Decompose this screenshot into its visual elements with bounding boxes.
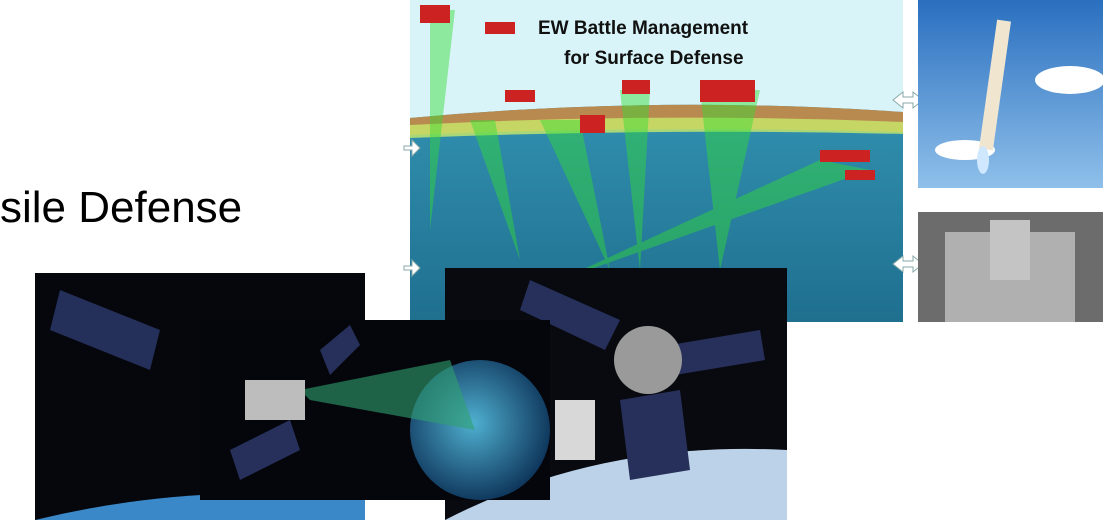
- satellite-photo-2: [200, 320, 550, 500]
- shore-glow: [410, 117, 903, 138]
- arrows: [403, 90, 924, 278]
- ew-diagram: EW Battle Management for Surface Defense: [410, 0, 903, 322]
- beams: [430, 10, 870, 280]
- radar-photo: [918, 212, 1103, 322]
- diagram-title: EW Battle Management: [538, 18, 749, 39]
- threat-icons: [420, 5, 875, 180]
- diagram-subtitle: for Surface Defense: [564, 48, 744, 69]
- sky: [410, 0, 903, 118]
- missile-photo: [918, 0, 1103, 188]
- slide-heading: sile Defense: [0, 183, 242, 232]
